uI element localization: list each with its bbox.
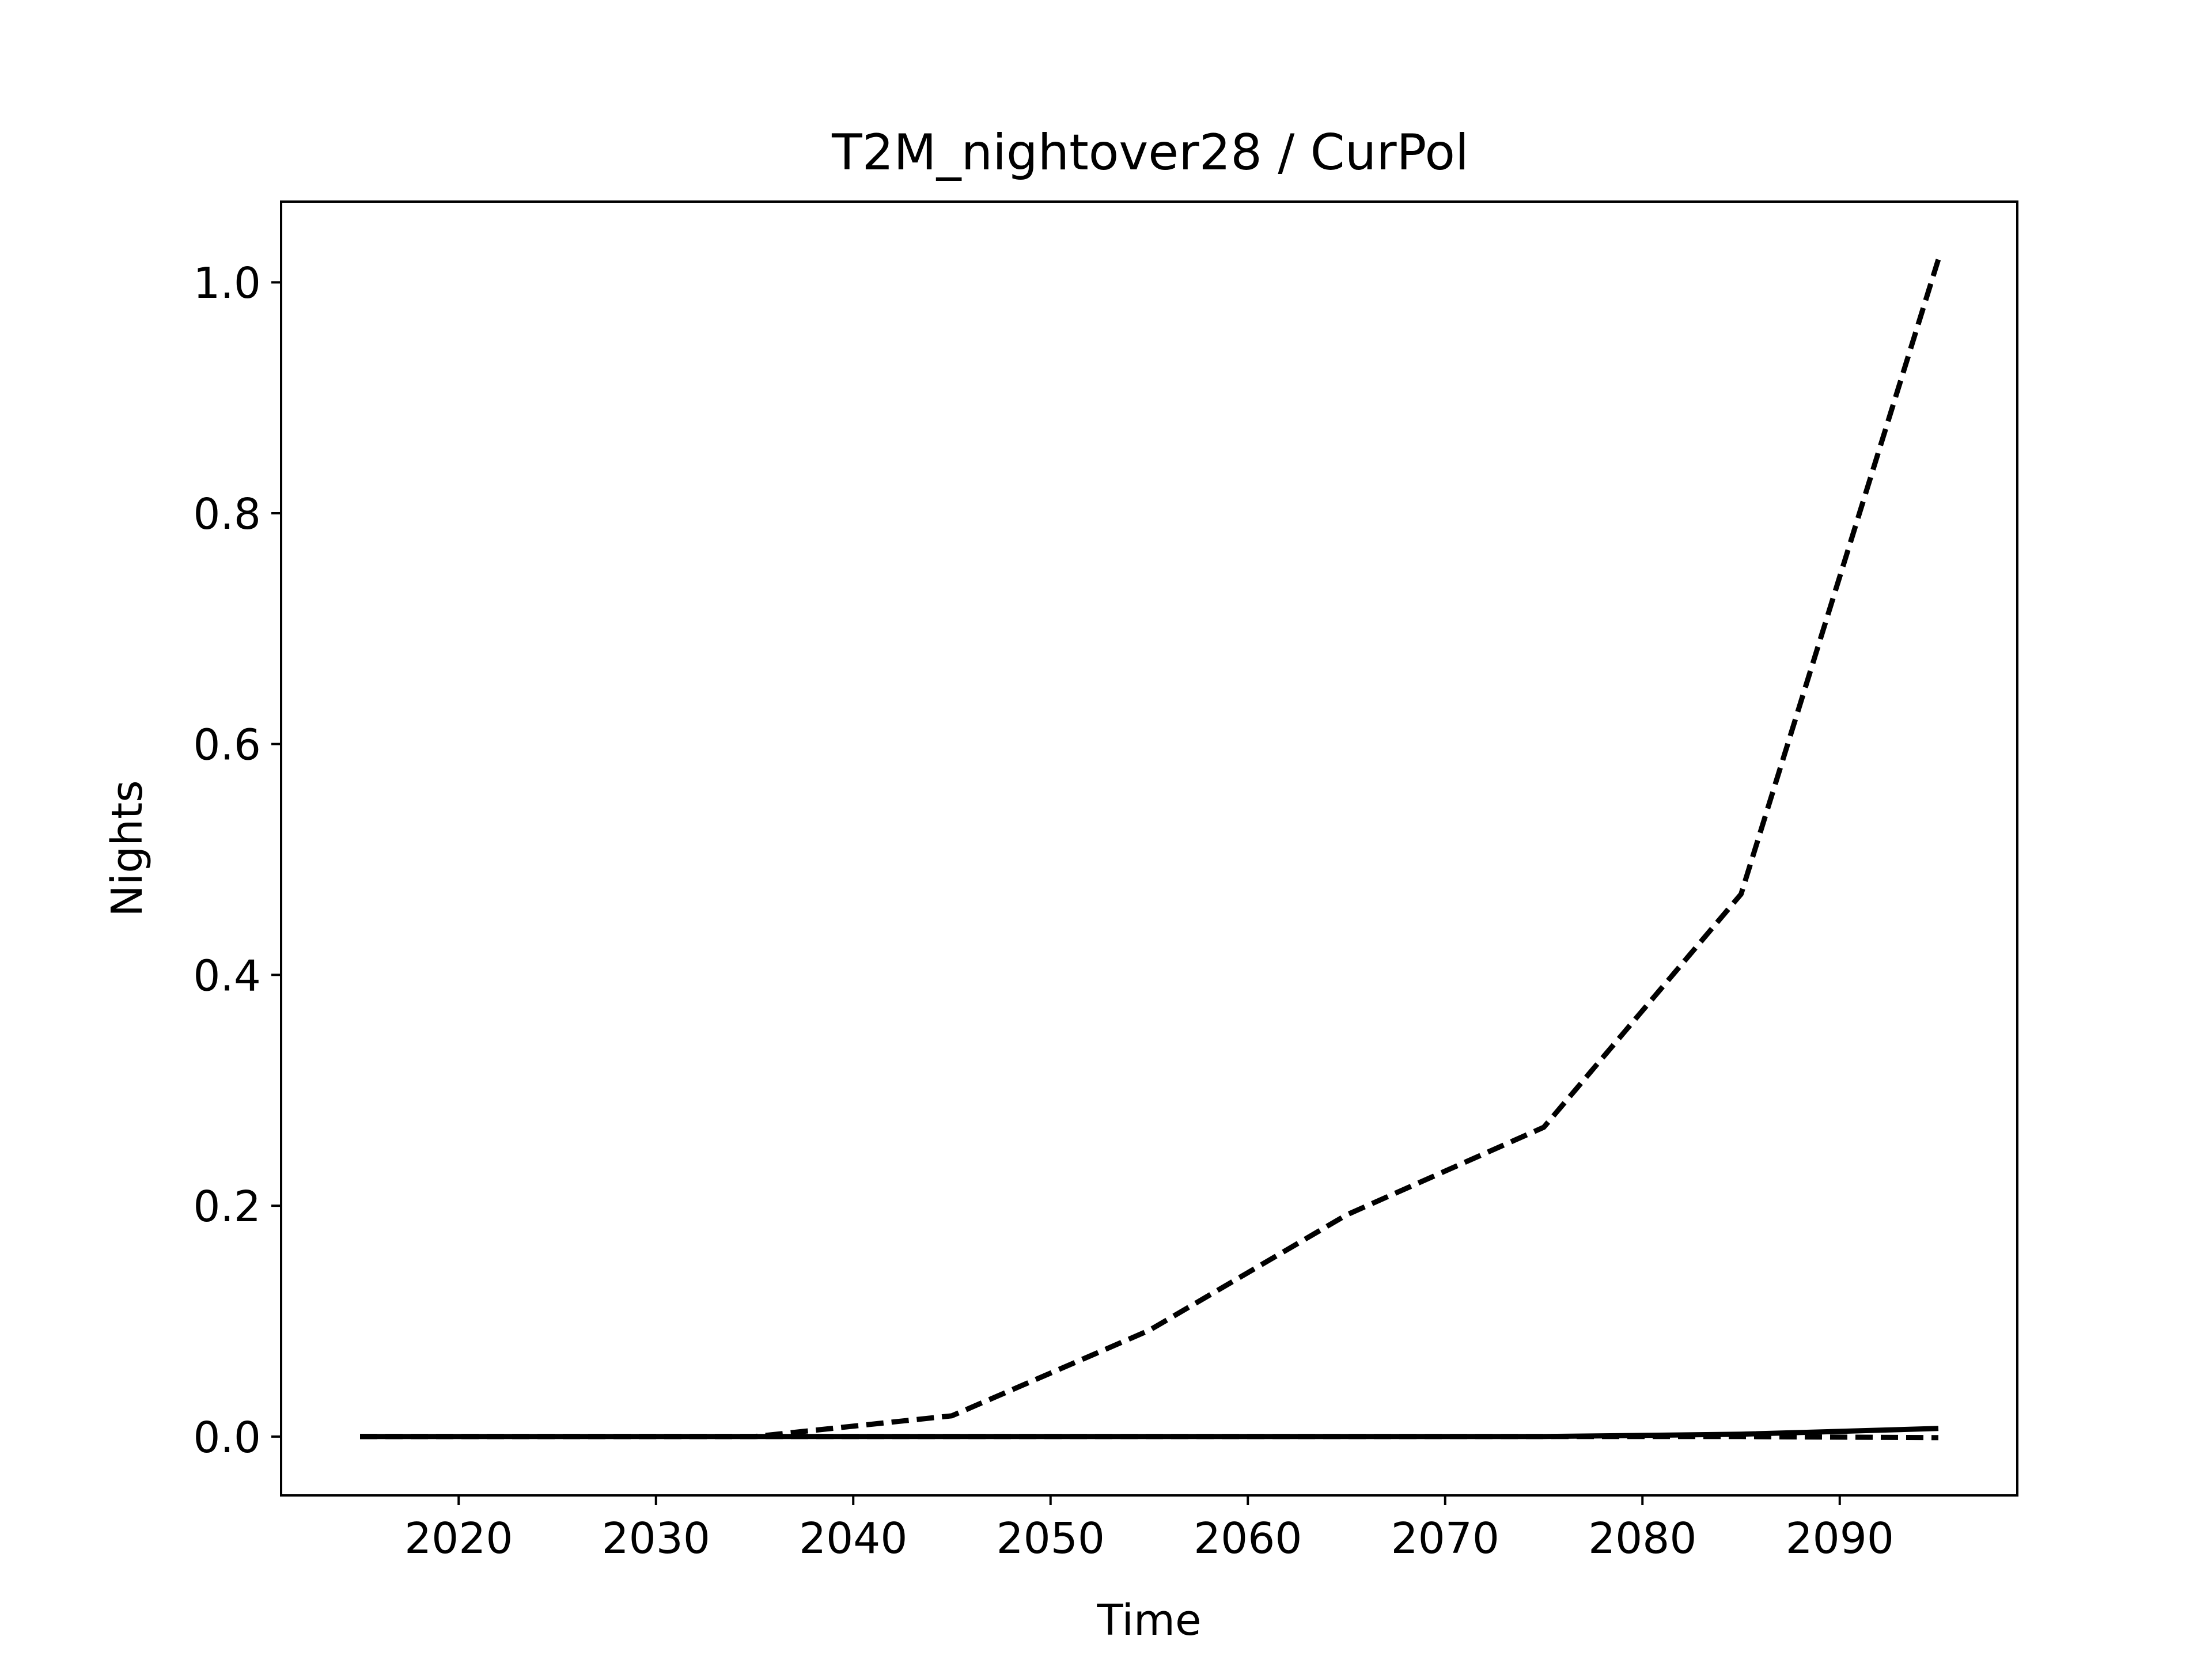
y-tick-label: 1.0 [193,259,261,308]
x-tick-label: 2020 [404,1514,513,1563]
y-tick-label: 0.6 [193,721,261,770]
x-tick-label: 2030 [602,1514,710,1563]
plot-frame [280,200,2018,1497]
x-axis-ticks: 2020 2030 2040 2050 2060 2070 2080 2090 [404,1495,1894,1563]
x-axis-label: Time [1096,1596,1201,1645]
y-axis-ticks: 0.0 0.2 0.4 0.6 0.8 1.0 [193,259,281,1463]
y-tick-label: 0.0 [193,1413,261,1463]
y-axis-label: Nights [103,780,152,916]
y-tick-label: 0.4 [193,951,261,1001]
chart-title: T2M_nightover28 / CurPol [831,124,1469,181]
y-tick-label: 0.8 [193,490,261,539]
x-tick-label: 2070 [1391,1514,1499,1563]
x-tick-label: 2060 [1194,1514,1302,1563]
series-layer [360,258,1941,1441]
y-tick-label: 0.2 [193,1182,261,1232]
series-line-3-dashed [360,1434,1939,1441]
x-tick-label: 2090 [1786,1514,1894,1563]
x-tick-label: 2040 [799,1514,907,1563]
x-tick-label: 2050 [997,1514,1105,1563]
x-tick-label: 2080 [1588,1514,1696,1563]
